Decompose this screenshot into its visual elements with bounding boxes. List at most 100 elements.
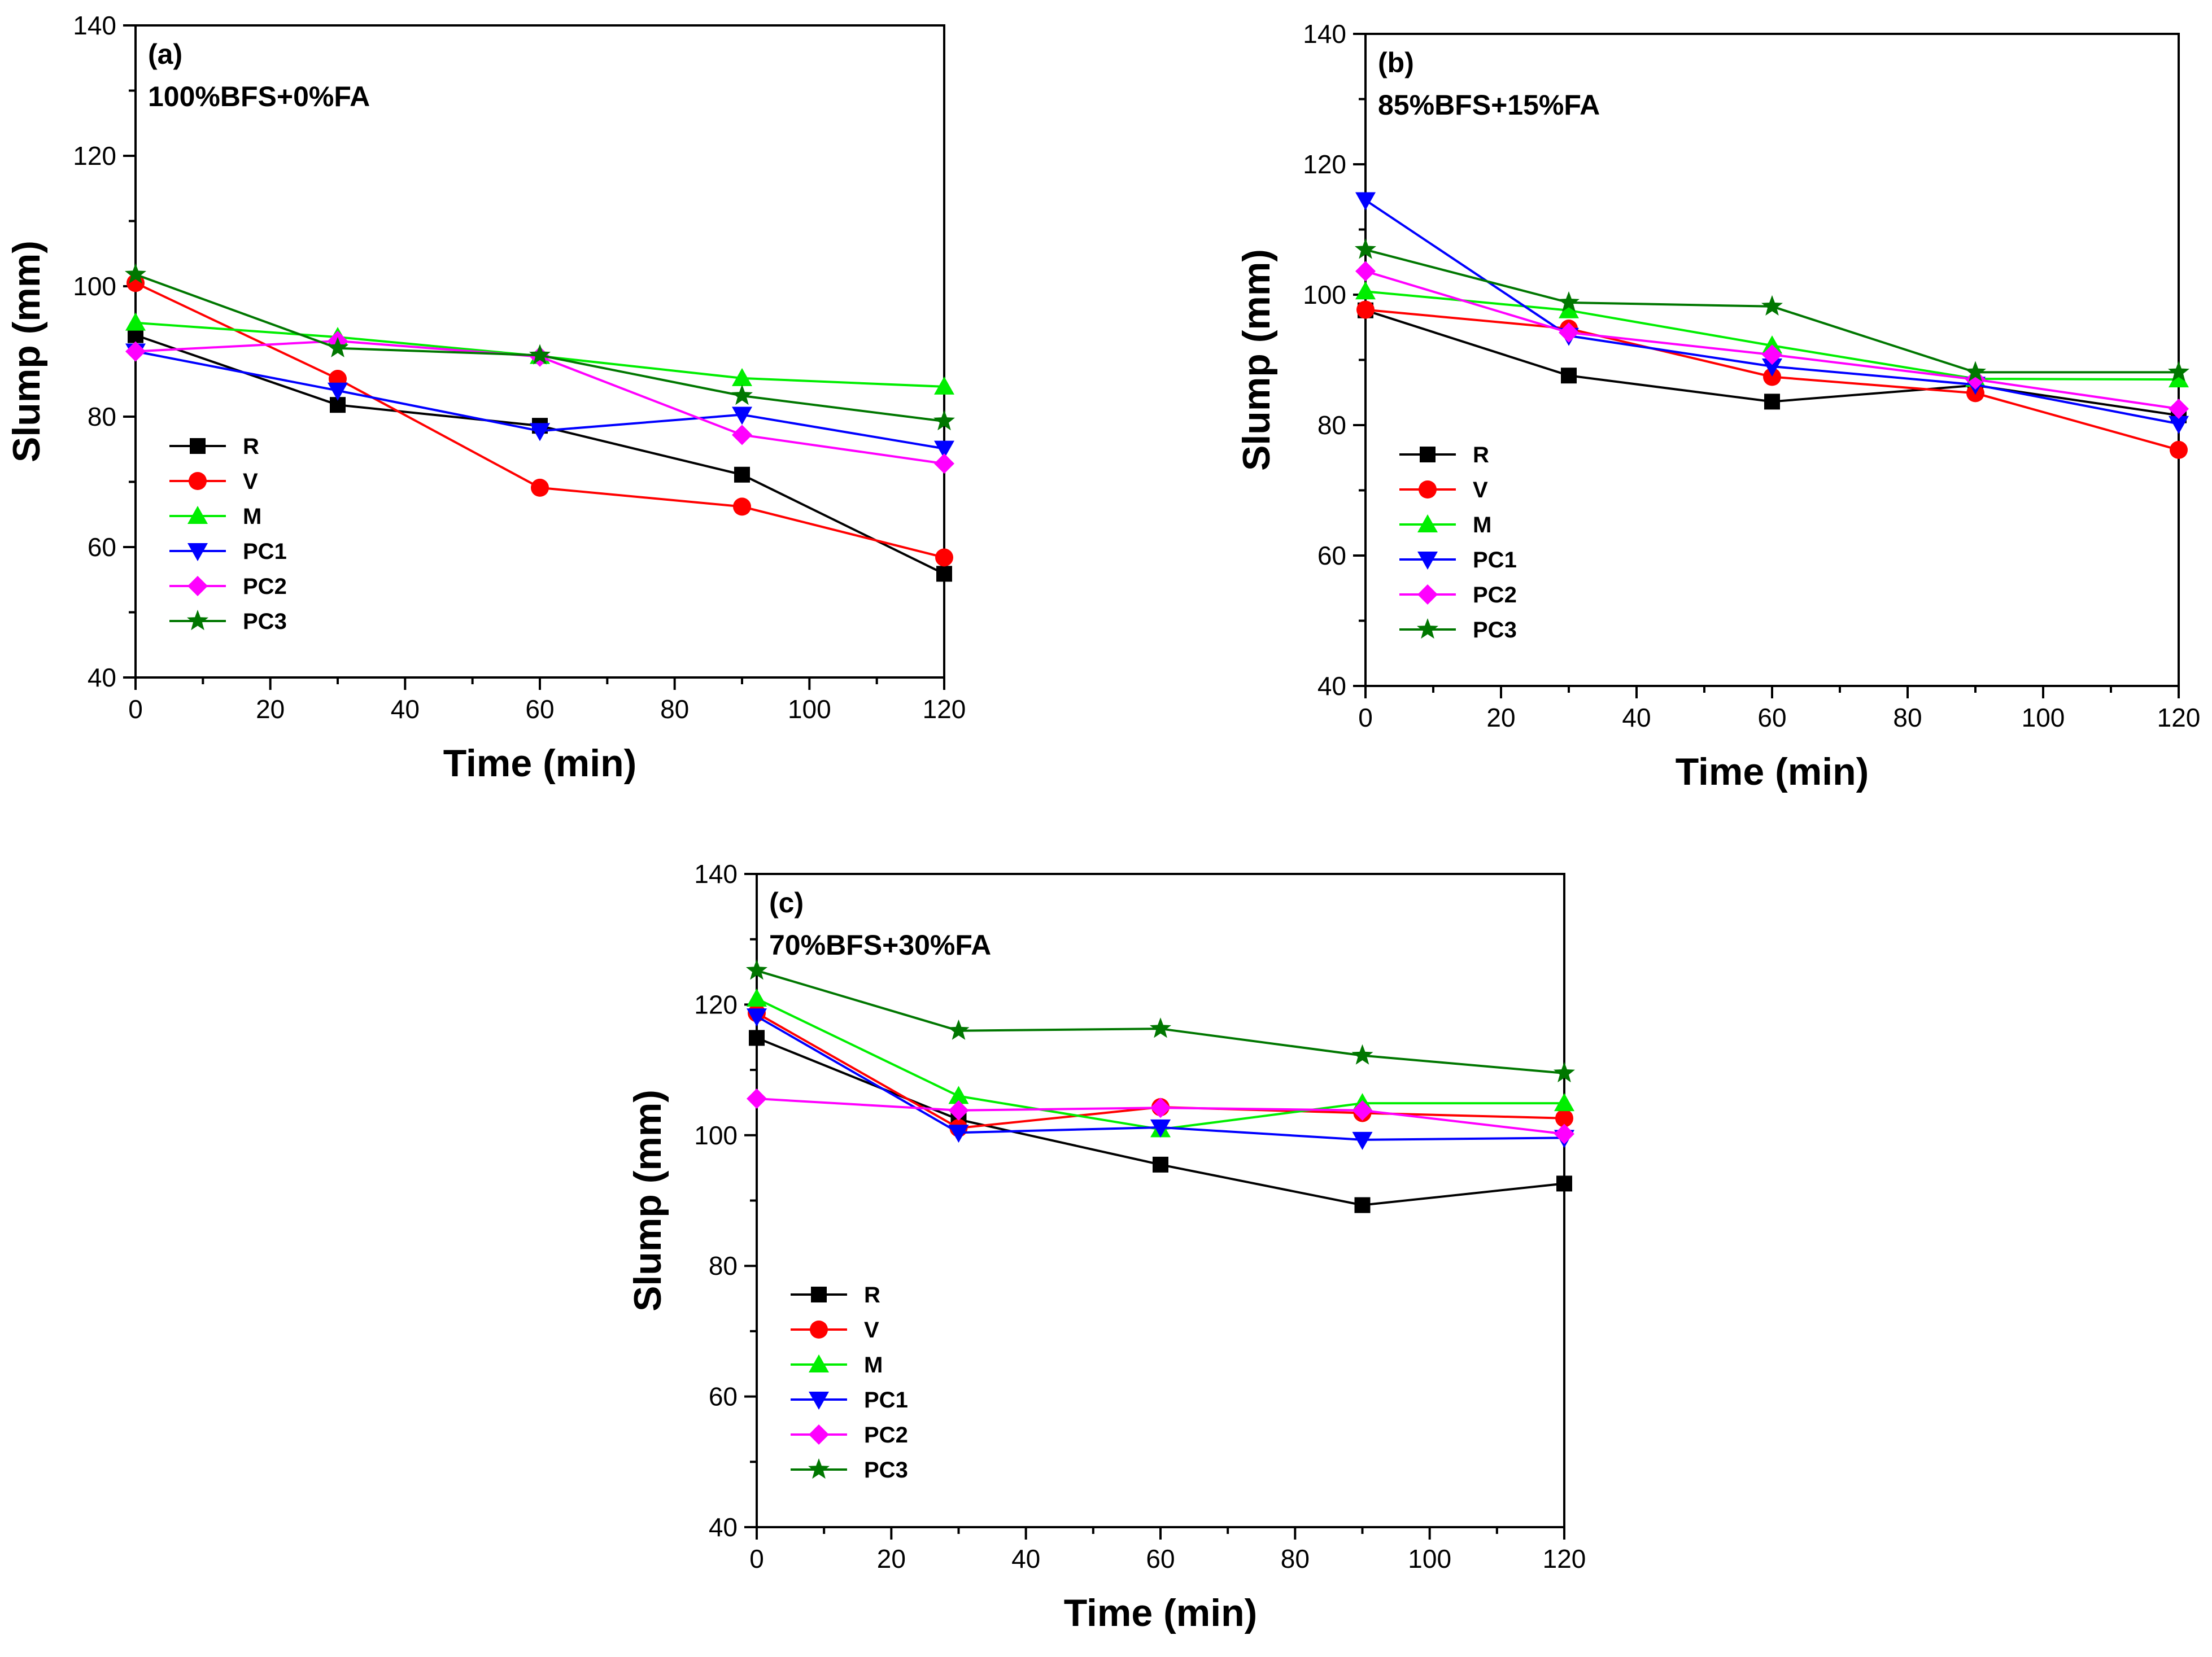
- data-point-pc3: [1150, 1017, 1171, 1038]
- data-point-v: [2170, 440, 2188, 459]
- legend-marker-pc3: [187, 610, 208, 631]
- x-axis-title: Time (min): [443, 742, 637, 785]
- data-point-pc1: [934, 440, 954, 459]
- x-tick-label: 20: [877, 1544, 906, 1573]
- data-point-m: [732, 368, 752, 386]
- panel-title: 70%BFS+30%FA: [769, 929, 991, 961]
- x-tick-label: 120: [1543, 1544, 1586, 1573]
- data-point-v: [1555, 1109, 1573, 1127]
- data-point-pc1: [747, 1008, 767, 1027]
- legend-label-pc2: PC2: [243, 574, 287, 599]
- data-point-pc2: [1965, 369, 1986, 390]
- y-tick-label: 80: [1317, 410, 1346, 440]
- y-tick-label: 140: [1303, 19, 1346, 49]
- data-point-pc1: [1352, 1131, 1373, 1150]
- data-point-m: [1554, 1093, 1574, 1112]
- data-point-pc2: [1352, 1100, 1373, 1121]
- data-point-pc3: [746, 959, 767, 980]
- data-point-pc3: [1351, 1044, 1373, 1065]
- legend-label-pc2: PC2: [1473, 583, 1517, 607]
- legend-label-v: V: [243, 469, 258, 494]
- y-axis-title: Slump (mm): [626, 1090, 669, 1311]
- y-tick-label: 80: [709, 1251, 738, 1280]
- x-tick-label: 60: [525, 694, 554, 724]
- y-tick-label: 40: [709, 1512, 738, 1542]
- data-point-v: [1763, 368, 1781, 386]
- x-tick-label: 20: [1486, 703, 1515, 732]
- panel-title: 85%BFS+15%FA: [1378, 89, 1600, 121]
- data-point-pc2: [1762, 344, 1782, 365]
- data-point-pc1: [1150, 1119, 1171, 1138]
- legend-marker-m: [809, 1354, 829, 1372]
- y-tick-label: 120: [73, 141, 116, 170]
- chart-panel-1: 0 20 40 60 80 100 120 40 60 80 100 120 140 Time (min)…: [1235, 19, 2200, 793]
- legend-marker-m: [1417, 514, 1438, 532]
- data-point-m: [2169, 369, 2189, 388]
- data-point-r: [1153, 1156, 1168, 1173]
- x-axis-title: Time (min): [1064, 1592, 1258, 1634]
- data-point-r: [1561, 368, 1577, 384]
- data-point-pc1: [1355, 192, 1376, 211]
- y-tick-label: 140: [73, 11, 116, 40]
- y-axis-title: Slump (mm): [5, 241, 48, 462]
- legend-label-m: M: [864, 1353, 883, 1378]
- x-tick-label: 120: [923, 694, 966, 724]
- data-point-r: [1354, 1197, 1371, 1213]
- data-point-pc2: [1150, 1098, 1171, 1118]
- legend-marker-r: [190, 438, 206, 454]
- legend-label-pc3: PC3: [243, 609, 287, 634]
- legend-label-m: M: [1473, 513, 1491, 537]
- data-point-pc3: [933, 410, 955, 431]
- legend-marker-pc1: [1417, 552, 1438, 570]
- y-tick-label: 100: [694, 1121, 738, 1150]
- panel-label: (b): [1378, 47, 1414, 78]
- y-tick-label: 60: [1317, 541, 1346, 570]
- data-point-pc2: [1355, 261, 1376, 282]
- data-point-pc3: [1761, 295, 1783, 316]
- data-point-pc2: [747, 1088, 767, 1109]
- x-tick-label: 100: [2022, 703, 2065, 732]
- data-point-pc3: [1355, 238, 1376, 259]
- y-tick-label: 80: [88, 402, 116, 431]
- x-tick-label: 120: [2157, 703, 2201, 732]
- data-point-v: [733, 497, 751, 516]
- data-point-m: [1762, 335, 1782, 354]
- x-tick-label: 0: [1358, 703, 1373, 732]
- legend-label-pc3: PC3: [864, 1458, 908, 1483]
- data-point-pc2: [934, 453, 954, 474]
- legend-label-pc1: PC1: [864, 1388, 908, 1413]
- x-tick-label: 100: [788, 694, 831, 724]
- data-point-r: [936, 566, 952, 582]
- data-point-pc3: [948, 1019, 970, 1040]
- data-point-pc2: [1559, 322, 1579, 343]
- x-tick-label: 40: [1011, 1544, 1040, 1573]
- data-point-pc1: [328, 382, 348, 401]
- data-point-pc1: [1762, 358, 1782, 377]
- data-point-pc3: [1965, 361, 1986, 382]
- data-point-pc1: [732, 406, 752, 425]
- data-point-pc2: [1554, 1123, 1574, 1144]
- legend-marker-pc3: [1417, 618, 1438, 639]
- y-tick-label: 60: [88, 532, 116, 562]
- data-point-pc2: [125, 341, 146, 362]
- legend-label-r: R: [243, 434, 259, 459]
- legend-marker-pc2: [809, 1424, 829, 1445]
- x-tick-label: 0: [749, 1544, 764, 1573]
- legend-label-v: V: [1473, 478, 1488, 502]
- data-point-pc2: [948, 1100, 969, 1121]
- panel-label: (c): [769, 887, 804, 919]
- y-tick-label: 60: [709, 1382, 738, 1411]
- x-tick-label: 60: [1146, 1544, 1175, 1573]
- legend-label-pc2: PC2: [864, 1423, 908, 1448]
- y-tick-label: 140: [694, 859, 738, 889]
- x-tick-label: 40: [1622, 703, 1651, 732]
- data-point-pc1: [2169, 416, 2189, 434]
- data-point-m: [948, 1086, 969, 1104]
- chart-panel-2: 0 20 40 60 80 100 120 40 60 80 100 120 140 Time (min)…: [626, 859, 1586, 1634]
- y-tick-label: 100: [1303, 280, 1346, 309]
- x-tick-label: 80: [1893, 703, 1922, 732]
- data-point-r: [749, 1030, 765, 1046]
- data-point-pc3: [327, 336, 348, 357]
- data-point-pc3: [2168, 361, 2189, 382]
- data-point-v: [935, 548, 953, 567]
